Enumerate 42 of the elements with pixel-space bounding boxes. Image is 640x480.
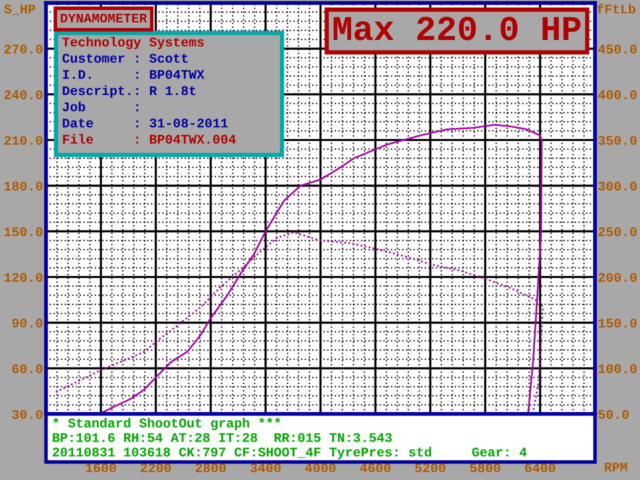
y-tick-label: 240.0 — [4, 90, 42, 100]
y2-tick-label: 400.0 — [598, 90, 637, 100]
text: BP:101.6 RH:54 AT:28 IT:28 RR:015 TN:3.543 — [52, 433, 392, 442]
chart-title: Max 220.0 HP — [334, 16, 580, 40]
y-axis-title: S_HP — [4, 4, 36, 15]
x-tick-label: 4600 — [360, 463, 390, 472]
text: * Standard ShootOut graph *** — [53, 418, 280, 430]
y2-tick-label: 50.0 — [598, 410, 629, 419]
y2-tick-label: 300.0 — [598, 182, 637, 191]
y-tick-label: 270.0 — [4, 44, 42, 54]
annotation: I.D. : BP04TWX — [63, 70, 205, 79]
x-tick-label: 3400 — [250, 463, 281, 472]
annotation: Descript.: R 1.8t — [62, 85, 196, 98]
x-tick-label: 5200 — [415, 463, 446, 472]
y-tick-label: 90.0 — [12, 318, 42, 328]
y-tick-label: 60.0 — [12, 364, 42, 374]
y2-tick-label: 150.0 — [598, 318, 637, 328]
y2-axis-title: fFtLb — [597, 4, 636, 14]
y2-tick-label: 100.0 — [598, 364, 637, 374]
y-tick-label: 210.0 — [4, 136, 42, 145]
y-tick-label: 150.0 — [4, 227, 42, 236]
annotation: Job : — [62, 102, 138, 112]
x-tick-label: 6400 — [525, 463, 556, 472]
text: 20110831 103618 CK:797 CF:SHOOT_4F TyrePres: std Gear: 4 — [52, 446, 527, 460]
y2-tick-label: 250.0 — [598, 227, 637, 236]
annotation: File : BP04TWX.004 — [63, 134, 236, 144]
annotation: Customer : Scott — [62, 54, 188, 63]
x-axis-title: RPM — [604, 462, 628, 472]
y-tick-label: 120.0 — [4, 272, 42, 282]
text: DYNAMOMETER — [60, 14, 148, 23]
y-tick-label: 180.0 — [4, 182, 42, 191]
x-tick-label: 2800 — [196, 463, 226, 472]
y2-tick-label: 350.0 — [598, 136, 637, 145]
x-tick-label: 5800 — [470, 463, 500, 472]
y-tick-label: 30.0 — [12, 410, 42, 419]
annotation: Date : 31-08-2011 — [62, 118, 228, 128]
x-tick-label: 1600 — [86, 463, 116, 472]
x-tick-label: 4000 — [305, 463, 336, 472]
y2-tick-label: 200.0 — [598, 272, 637, 282]
y2-tick-label: 450.0 — [598, 44, 637, 54]
x-tick-label: 2200 — [140, 463, 171, 472]
annotation: Technology Systems — [62, 36, 204, 50]
